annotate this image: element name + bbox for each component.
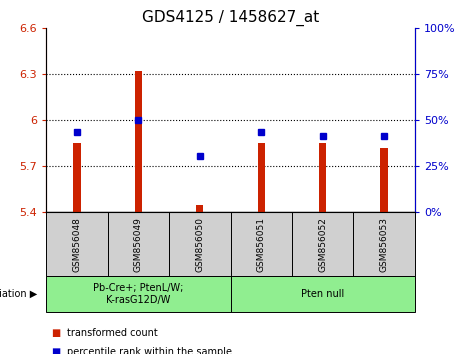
Bar <box>354 212 415 276</box>
Text: Pten null: Pten null <box>301 289 344 299</box>
Bar <box>46 212 107 276</box>
Text: GSM856050: GSM856050 <box>195 217 204 272</box>
Text: transformed count: transformed count <box>67 328 158 338</box>
Text: ■: ■ <box>51 328 60 338</box>
Bar <box>380 148 388 212</box>
Text: Pb-Cre+; PtenL/W;
K-rasG12D/W: Pb-Cre+; PtenL/W; K-rasG12D/W <box>93 283 183 305</box>
Text: GSM856052: GSM856052 <box>318 217 327 272</box>
Bar <box>196 205 203 212</box>
Text: GSM856051: GSM856051 <box>257 217 266 272</box>
Bar <box>230 276 415 312</box>
Bar <box>73 143 81 212</box>
Text: GSM856048: GSM856048 <box>72 217 81 272</box>
Text: percentile rank within the sample: percentile rank within the sample <box>67 347 232 354</box>
Bar <box>135 71 142 212</box>
Bar <box>107 212 169 276</box>
Text: GSM856053: GSM856053 <box>380 217 389 272</box>
Bar <box>319 143 326 212</box>
Title: GDS4125 / 1458627_at: GDS4125 / 1458627_at <box>142 9 319 25</box>
Bar <box>230 212 292 276</box>
Text: GSM856049: GSM856049 <box>134 217 143 272</box>
Text: ■: ■ <box>51 347 60 354</box>
Bar <box>292 212 354 276</box>
Bar <box>46 276 230 312</box>
Text: genotype/variation ▶: genotype/variation ▶ <box>0 289 37 299</box>
Bar <box>169 212 230 276</box>
Bar <box>258 143 265 212</box>
